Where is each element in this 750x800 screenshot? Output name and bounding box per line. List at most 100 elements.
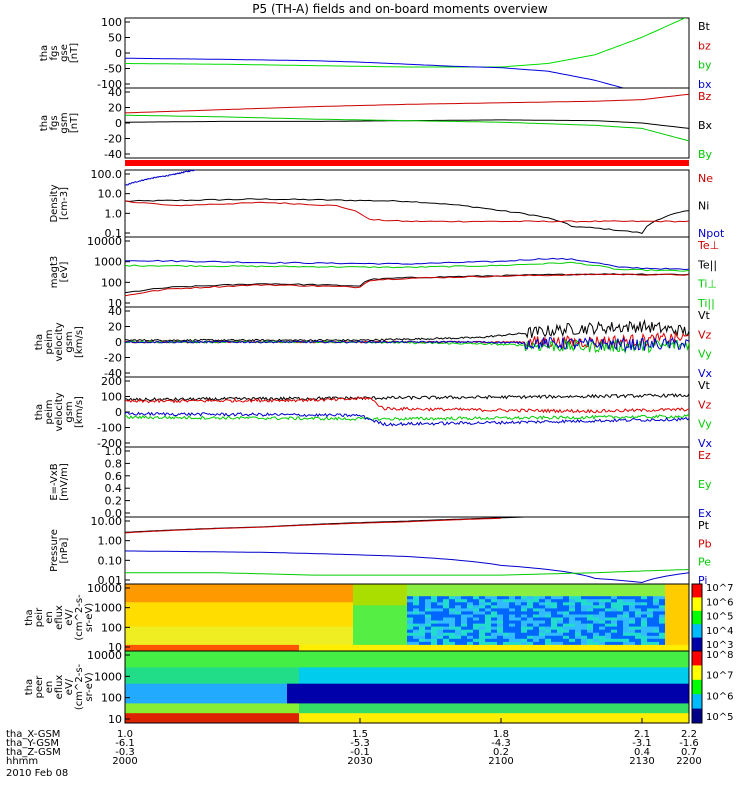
spectrogram-cell bbox=[239, 706, 246, 711]
spectrogram-cell bbox=[323, 690, 330, 695]
y-tick-label: 0.1 bbox=[105, 227, 123, 240]
spectrogram-cell bbox=[485, 584, 492, 588]
spectrogram-cell bbox=[125, 638, 132, 643]
spectrogram-cell bbox=[245, 596, 252, 600]
spectrogram-cell bbox=[203, 651, 210, 655]
spectrogram-cell bbox=[317, 660, 324, 665]
spectrogram-cell bbox=[359, 660, 366, 665]
spectrogram-cell bbox=[275, 608, 282, 612]
spectrogram-cell bbox=[317, 673, 324, 678]
spectrogram-cell bbox=[659, 709, 666, 714]
spectrogram-cell bbox=[125, 635, 132, 640]
spectrogram-cell bbox=[407, 599, 414, 603]
spectrogram-cell bbox=[161, 620, 168, 624]
y-tick-label: 100 bbox=[101, 692, 122, 705]
spectrogram-cell bbox=[467, 696, 474, 701]
spectrogram-cell bbox=[461, 693, 468, 698]
spectrogram-cell bbox=[599, 680, 606, 685]
spectrogram-cell bbox=[383, 687, 390, 691]
spectrogram-cell bbox=[329, 620, 336, 624]
spectrogram-cell bbox=[491, 660, 498, 665]
spectrogram-cell bbox=[503, 635, 510, 640]
spectrogram-cell bbox=[641, 602, 648, 606]
spectrogram-cell bbox=[389, 611, 396, 615]
spectrogram-cell bbox=[527, 641, 534, 646]
spectrogram-cell bbox=[425, 608, 432, 612]
spectrogram-cell bbox=[455, 683, 462, 688]
spectrogram-cell bbox=[491, 696, 498, 701]
spectrogram-cell bbox=[581, 696, 588, 701]
spectrogram-cell bbox=[449, 648, 456, 652]
spectrogram-cell bbox=[143, 673, 150, 678]
spectrogram-cell bbox=[545, 706, 552, 711]
spectrogram-cell bbox=[437, 677, 444, 681]
spectrogram-cell bbox=[677, 638, 684, 643]
spectrogram-cell bbox=[161, 683, 168, 688]
spectrogram-cell bbox=[161, 638, 168, 643]
spectrogram-cell bbox=[287, 638, 294, 643]
spectrogram-cell bbox=[389, 599, 396, 603]
spectrogram-cell bbox=[533, 602, 540, 606]
spectrogram-cell bbox=[191, 706, 198, 711]
spectrogram-cell bbox=[227, 664, 234, 668]
spectrogram-cell bbox=[323, 644, 330, 649]
spectrogram-cell bbox=[269, 706, 276, 711]
spectrogram-cell bbox=[437, 664, 444, 668]
y-tick-label: -50 bbox=[104, 63, 122, 76]
spectrogram-cell bbox=[611, 629, 618, 634]
spectrogram-cell bbox=[323, 599, 330, 603]
spectrogram-cell bbox=[461, 670, 468, 675]
spectrogram-cell bbox=[671, 690, 678, 695]
spectrogram-cell bbox=[227, 611, 234, 615]
spectrogram-cell bbox=[197, 648, 204, 652]
spectrogram-cell bbox=[389, 713, 396, 717]
spectrogram-cell bbox=[653, 635, 660, 640]
spectrogram-cell bbox=[515, 716, 522, 721]
spectrogram-cell bbox=[557, 602, 564, 606]
spectrogram-cell bbox=[479, 664, 486, 668]
spectrogram-cell bbox=[335, 629, 342, 634]
spectrogram-cell bbox=[341, 690, 348, 695]
spectrogram-cell bbox=[647, 690, 654, 695]
spectrogram-cell bbox=[155, 716, 162, 721]
spectrogram-cell bbox=[641, 696, 648, 701]
spectrogram-cell bbox=[347, 620, 354, 624]
spectrogram-cell bbox=[449, 687, 456, 691]
spectrogram-cell bbox=[641, 584, 648, 588]
spectrogram-cell bbox=[431, 700, 438, 704]
spectrogram-cell bbox=[137, 587, 144, 591]
spectrogram-cell bbox=[611, 651, 618, 655]
spectrogram-cell bbox=[185, 617, 192, 621]
y-tick-label: 0.10 bbox=[98, 554, 123, 567]
spectrogram-cell bbox=[443, 611, 450, 615]
spectrogram-cell bbox=[617, 670, 624, 675]
spectrogram-cell bbox=[473, 620, 480, 624]
spectrogram-cell bbox=[131, 706, 138, 711]
spectrogram-cell bbox=[251, 677, 258, 681]
spectrogram-cell bbox=[677, 690, 684, 695]
spectrogram-cell bbox=[335, 703, 342, 708]
spectrogram-cell bbox=[461, 611, 468, 615]
spectrogram-cell bbox=[605, 641, 612, 646]
spectrogram-cell bbox=[197, 635, 204, 640]
spectrogram-cell bbox=[587, 713, 594, 717]
spectrogram-cell bbox=[545, 638, 552, 643]
spectrogram-cell bbox=[617, 693, 624, 698]
spectrogram-cell bbox=[623, 590, 630, 594]
spectrogram-cell bbox=[569, 648, 576, 652]
spectrogram-cell bbox=[179, 719, 186, 724]
spectrogram-cell bbox=[389, 719, 396, 724]
spectrogram-cell bbox=[377, 680, 384, 685]
spectrogram-cell bbox=[269, 596, 276, 600]
spectrogram-cell bbox=[533, 680, 540, 685]
y-axis-label: E=-VxB bbox=[49, 463, 60, 500]
spectrogram-cell bbox=[443, 605, 450, 609]
spectrogram-cell bbox=[587, 584, 594, 588]
spectrogram-cell bbox=[431, 590, 438, 594]
spectrogram-cell bbox=[191, 614, 198, 618]
spectrogram-cell bbox=[125, 690, 132, 695]
spectrogram-cell bbox=[491, 614, 498, 618]
spectrogram-cell bbox=[161, 670, 168, 675]
spectrogram-cell bbox=[143, 638, 150, 643]
